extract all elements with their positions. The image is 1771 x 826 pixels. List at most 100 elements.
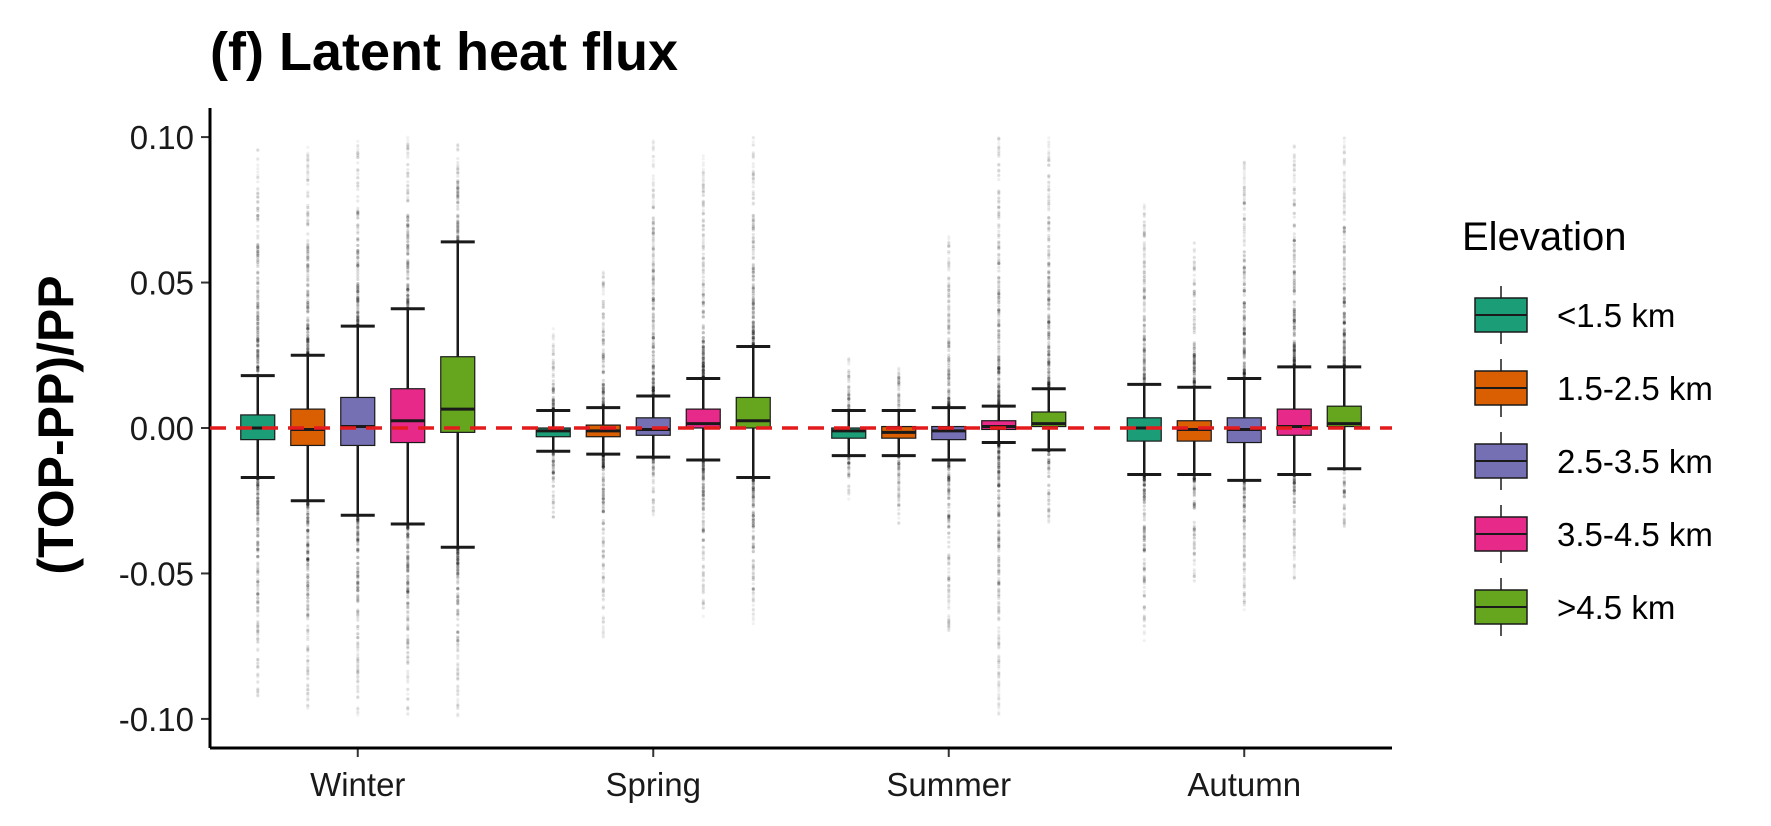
outlier-point: [751, 292, 755, 296]
outlier-point: [1047, 494, 1051, 498]
outlier-point: [751, 565, 755, 570]
outlier-point: [751, 575, 755, 580]
outlier-point: [256, 628, 260, 632]
outlier-point: [701, 489, 705, 493]
outlier-point: [456, 204, 460, 208]
outlier-point: [306, 516, 310, 520]
outlier-point: [256, 549, 260, 553]
outlier-point: [306, 557, 310, 561]
outlier-point: [1047, 341, 1051, 345]
outlier-point: [406, 190, 410, 194]
outlier-point: [1142, 371, 1146, 376]
outlier-point: [406, 141, 410, 145]
outlier-point: [306, 291, 310, 295]
outlier-point: [256, 368, 260, 372]
outlier-point: [551, 467, 555, 471]
outlier-point: [947, 492, 951, 497]
outlier-point: [1142, 330, 1146, 334]
outlier-point: [701, 220, 705, 224]
outlier-point: [651, 275, 655, 279]
outlier-point: [947, 321, 951, 325]
outlier-point: [1047, 215, 1051, 219]
outlier-point: [551, 391, 555, 395]
outlier-point: [1142, 504, 1146, 508]
outlier-point: [306, 558, 310, 562]
outlier-point: [306, 596, 310, 600]
outlier-point: [1192, 259, 1196, 264]
outlier-point: [601, 283, 605, 287]
outlier-point: [256, 518, 260, 522]
outlier-point: [306, 575, 310, 579]
outlier-point: [306, 258, 310, 262]
outlier-point: [306, 692, 310, 696]
outlier-point: [751, 136, 755, 140]
outlier-point: [306, 607, 310, 611]
outlier-point: [1242, 553, 1246, 557]
outlier-point: [847, 396, 851, 400]
outlier-point: [551, 465, 555, 469]
outlier-point: [406, 645, 410, 649]
outlier-point: [947, 473, 951, 477]
outlier-point: [306, 346, 310, 350]
outlier-point: [306, 502, 310, 506]
outlier-point: [256, 554, 260, 558]
outlier-point: [651, 350, 655, 354]
outlier-point: [601, 500, 605, 504]
outlier-point: [406, 627, 410, 631]
outlier-point: [1142, 265, 1146, 269]
outlier-point: [1047, 513, 1051, 517]
outlier-point: [1242, 503, 1246, 508]
outlier-point: [306, 158, 310, 162]
outlier-point: [601, 302, 605, 306]
outlier-point: [1292, 488, 1296, 493]
outlier-point: [256, 577, 260, 581]
outlier-point: [456, 179, 460, 183]
outlier-point: [306, 505, 310, 509]
outlier-point: [1242, 301, 1246, 305]
outlier-point: [997, 246, 1001, 250]
outlier-point: [256, 167, 260, 171]
outlier-point: [256, 507, 260, 511]
outlier-point: [997, 572, 1001, 577]
outlier-point: [997, 504, 1001, 508]
outlier-point: [256, 492, 260, 497]
outlier-point: [601, 461, 605, 466]
outlier-point: [701, 224, 705, 228]
outlier-point: [306, 583, 310, 587]
outlier-point: [306, 557, 310, 561]
outlier-point: [256, 158, 260, 162]
outlier-point: [751, 492, 755, 496]
outlier-point: [456, 183, 460, 187]
outlier-point: [1142, 337, 1146, 341]
outlier-point: [1142, 350, 1146, 354]
outlier-point: [356, 696, 360, 700]
outlier-point: [701, 341, 705, 345]
outlier-point: [306, 293, 310, 297]
outlier-point: [306, 529, 310, 533]
outlier-point: [1192, 353, 1196, 357]
outlier-point: [1047, 195, 1051, 199]
outlier-point: [601, 306, 605, 310]
outlier-point: [551, 471, 555, 475]
outlier-point: [651, 359, 655, 363]
outlier-point: [256, 623, 260, 627]
outlier-point: [406, 641, 410, 645]
outlier-point: [847, 376, 851, 380]
outlier-point: [601, 299, 605, 303]
outlier-point: [306, 205, 310, 209]
outlier-point: [651, 162, 655, 166]
outlier-point: [256, 673, 260, 677]
outlier-point: [551, 471, 555, 475]
outlier-point: [651, 199, 655, 203]
outlier-point: [551, 365, 555, 369]
outlier-point: [997, 136, 1001, 140]
outlier-point: [551, 349, 555, 353]
outlier-point: [356, 139, 360, 143]
outlier-point: [1142, 368, 1146, 372]
outlier-point: [1142, 252, 1146, 256]
outlier-point: [551, 374, 555, 378]
outlier-point: [306, 516, 310, 520]
outlier-point: [701, 275, 705, 279]
outlier-point: [256, 354, 260, 359]
outlier-point: [306, 613, 310, 617]
